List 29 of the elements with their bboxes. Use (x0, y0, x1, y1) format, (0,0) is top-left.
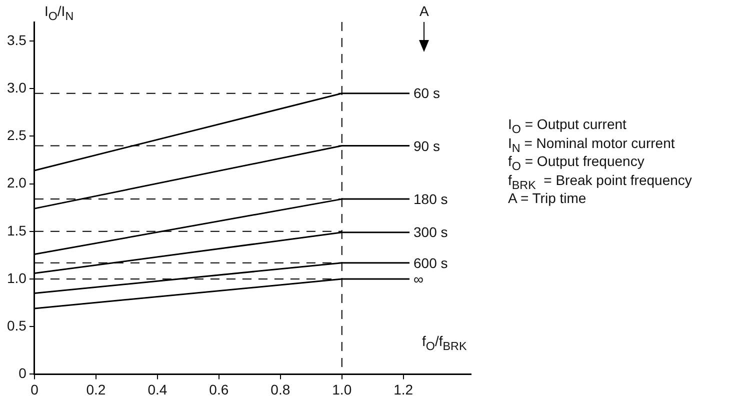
x-tick-label: 0 (30, 381, 39, 398)
x-axis-title: f$_{O}$/f$_{BRK}$ (422, 333, 467, 353)
x-tick-label: 0.6 (209, 381, 229, 398)
series-label: 180 s (414, 191, 448, 208)
text: A = Trip time (508, 190, 586, 206)
series-label: 600 s (414, 254, 448, 271)
y-tick-label: 2.5 (6, 127, 27, 144)
series-label: 300 s (414, 224, 448, 240)
y-tick-label: 3.5 (6, 32, 27, 48)
text: f$_{O}$ = Output frequency (508, 153, 644, 173)
y-axis-title: I$_{O}$/I$_{N}$ (44, 3, 74, 23)
y-tick-label: 1.0 (6, 270, 27, 286)
x-tick-label: 1.2 (394, 381, 414, 398)
x-tick-label: 1.0 (332, 381, 352, 398)
x-tick-label: 0.4 (148, 381, 168, 398)
text: f$_{BRK}$ = Break point frequency (508, 172, 692, 192)
text: I$_{N}$ = Nominal motor current (508, 134, 675, 154)
series-label: ∞ (414, 271, 424, 287)
y-tick-label: 1.5 (6, 222, 27, 238)
series-label: 90 s (414, 138, 440, 154)
x-tick-label: 0.2 (86, 381, 106, 398)
text: A (420, 3, 429, 19)
y-tick-label: 2.0 (6, 174, 27, 191)
y-tick-label: 3.0 (6, 79, 27, 96)
y-tick-label: 0 (18, 365, 27, 382)
y-tick-label: 0.5 (6, 317, 27, 334)
x-tick-label: 0.8 (270, 381, 290, 398)
series-label: 60 s (414, 85, 440, 102)
text: I$_{O}$ = Output current (508, 116, 626, 136)
